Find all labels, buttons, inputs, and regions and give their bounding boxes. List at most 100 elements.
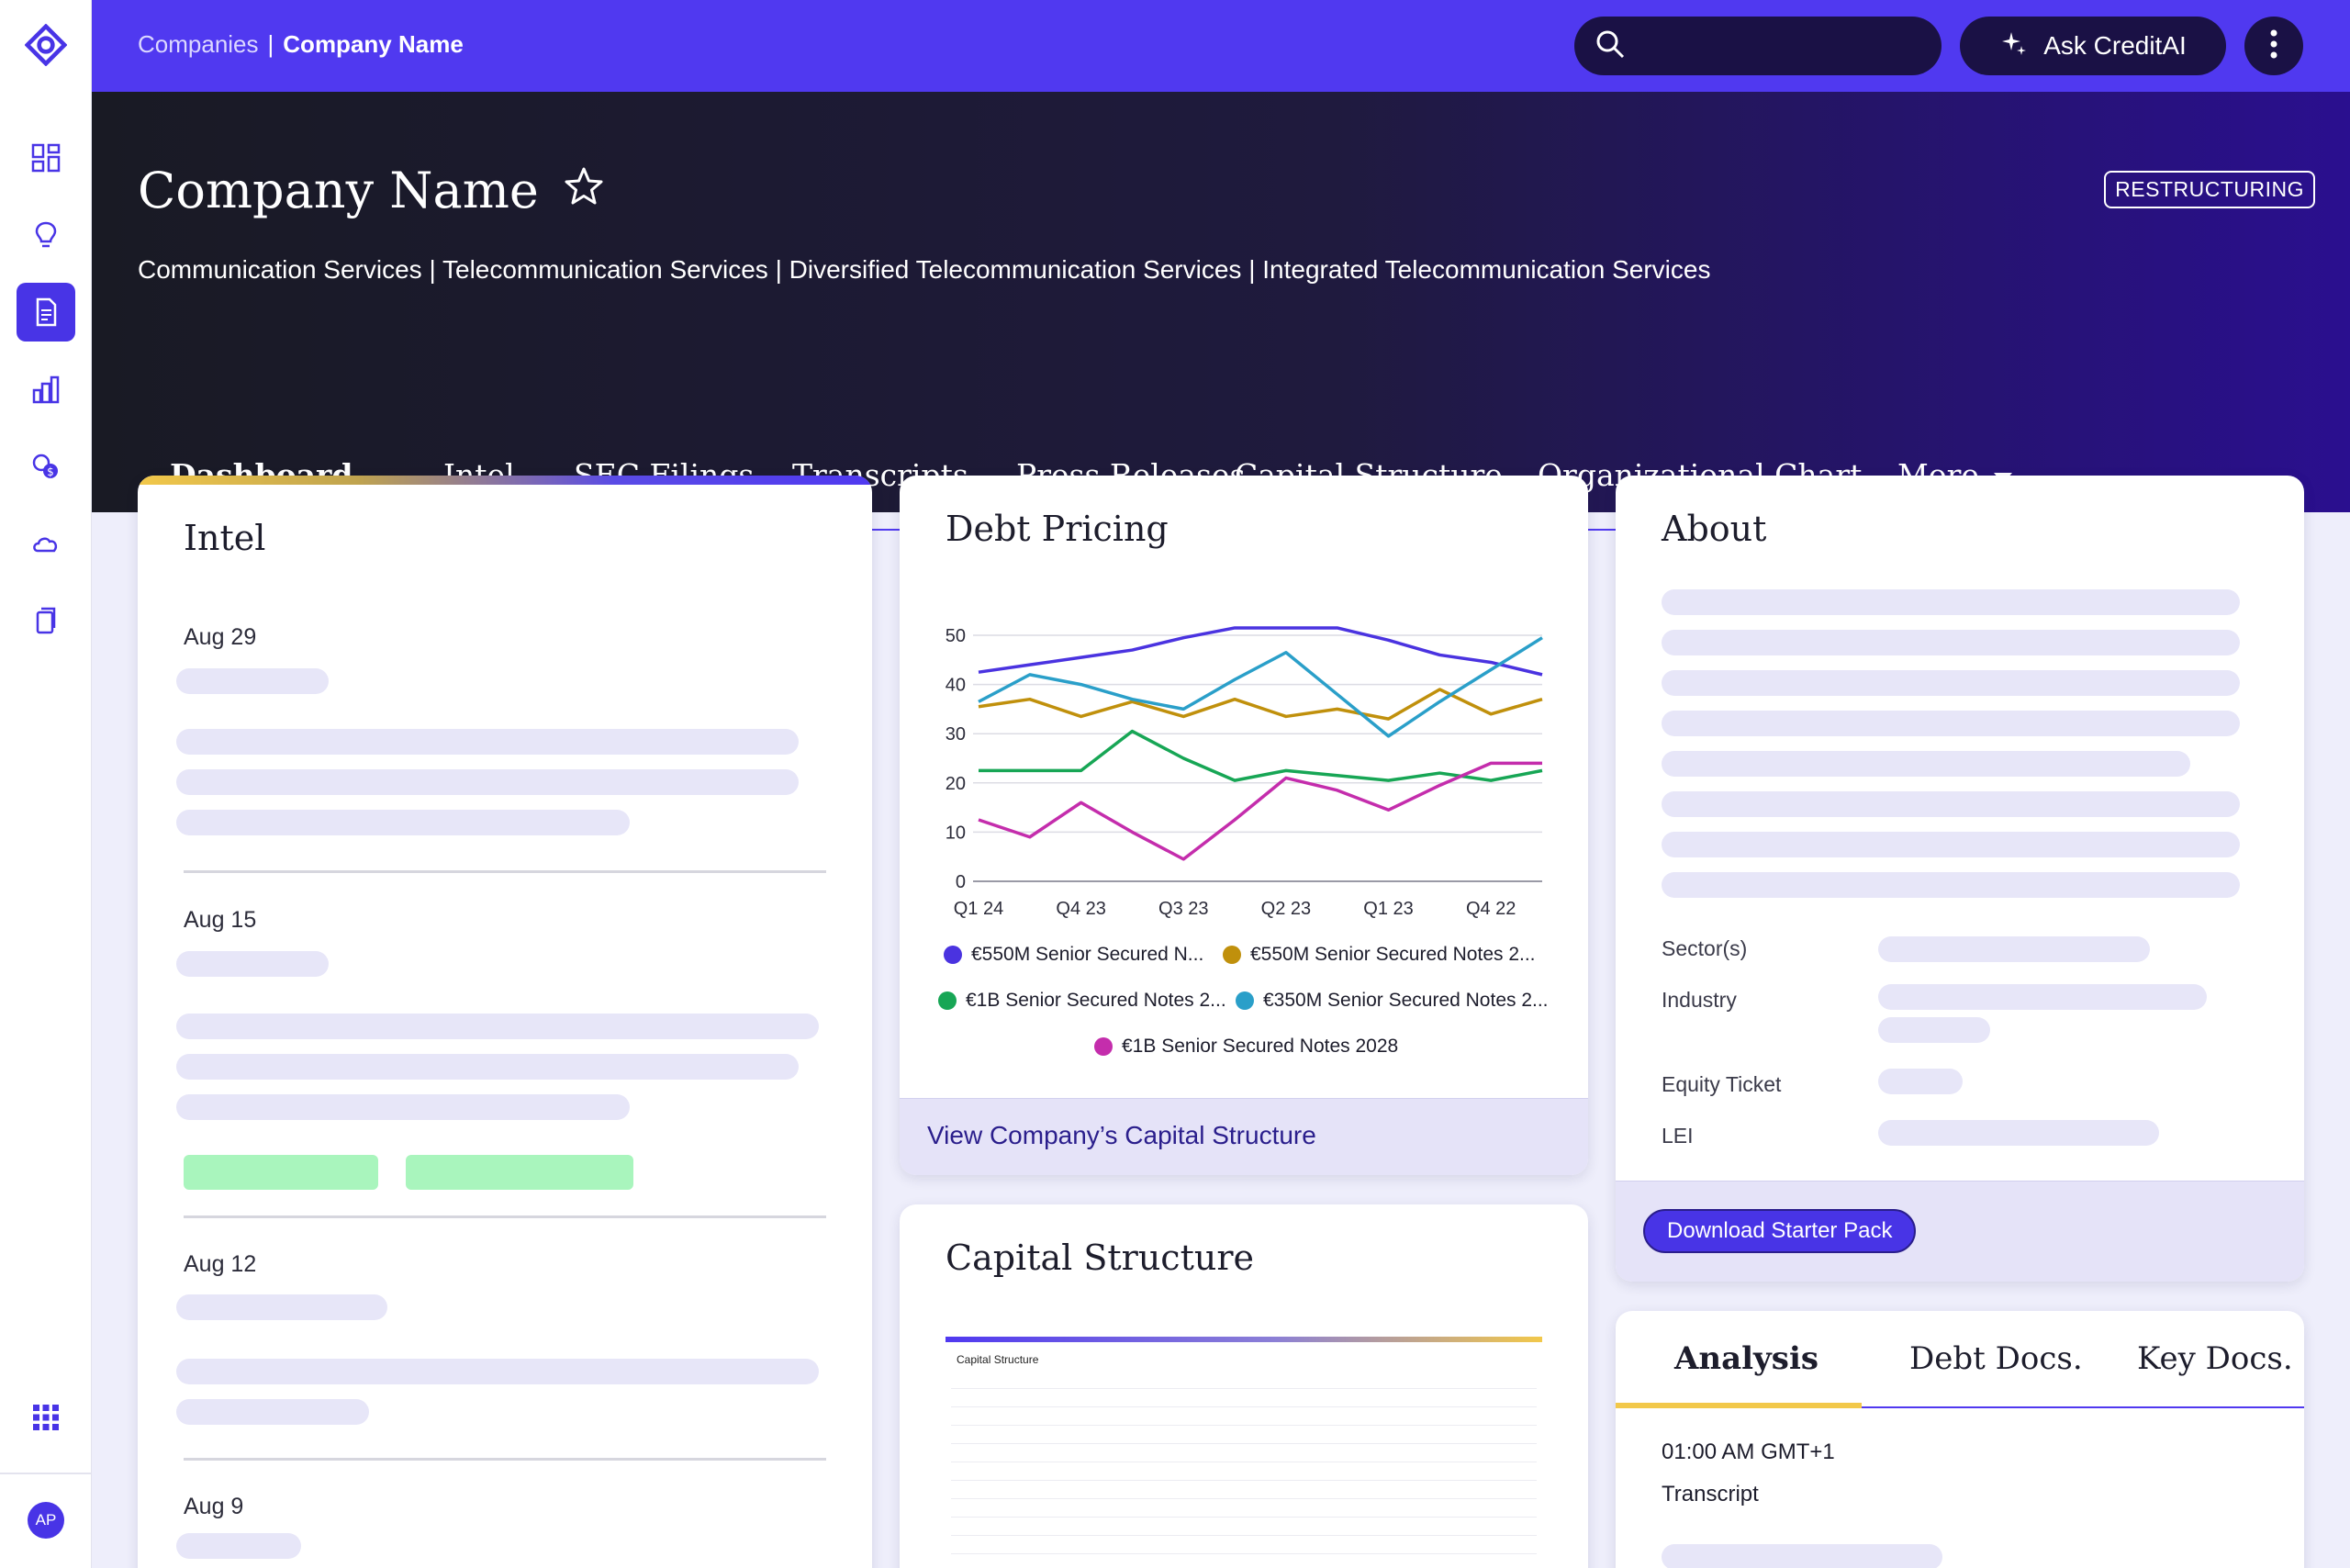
y-tick-label: 30 [946,724,966,745]
app-logo-icon[interactable] [23,22,69,68]
series-line[interactable] [978,626,1543,677]
buildings-chart-icon[interactable] [17,360,75,419]
skeleton-line [176,668,329,694]
x-tick-label: Q4 23 [1056,899,1105,919]
capital-structure-title: Capital Structure [946,1238,1254,1278]
analysis-tabs-baseline [1616,1406,2304,1408]
tab-analysis[interactable]: Analysis [1674,1340,1819,1377]
skeleton-line [176,1054,799,1080]
search-box[interactable] [1574,17,1942,75]
analysis-time: 01:00 AM GMT+1 [1662,1439,1835,1464]
dashboard-grid-icon[interactable] [17,129,75,187]
sector-label: Sector(s) [1662,936,1748,960]
lei-label: LEI [1662,1124,1694,1148]
skeleton-line [1662,670,2240,696]
y-tick-label: 50 [946,626,966,646]
copy-pages-icon[interactable] [17,591,75,650]
breadcrumb-separator: | [267,30,274,58]
breadcrumb: Companies | Company Name [138,30,464,59]
y-tick-label: 10 [946,823,966,843]
series-line[interactable] [978,636,1543,738]
company-header: Company Name RESTRUCTURING Communication… [92,92,2350,531]
preview-row [951,1480,1537,1481]
more-options-button[interactable] [2244,17,2303,75]
tag-pill[interactable] [406,1155,633,1190]
breadcrumb-current: Company Name [283,30,464,58]
skeleton-line [176,1533,301,1559]
skeleton-line [1662,872,2240,898]
legend-item[interactable]: €1B Senior Secured Notes 2028 [1094,1036,1398,1058]
intel-date: Aug 12 [184,1251,257,1277]
skeleton-line [1878,936,2150,962]
preview-row [951,1388,1537,1389]
legend-item[interactable]: €350M Senior Secured Notes 2... [1236,990,1549,1012]
about-card: About Sector(s) Industry Equity Ticket L… [1616,476,2304,1282]
series-line[interactable] [978,761,1542,861]
sparkle-icon [1999,29,2027,63]
legend-dot [1094,1037,1113,1056]
breadcrumb-root[interactable]: Companies [138,30,259,58]
series-line[interactable] [979,729,1543,782]
analysis-active-indicator [1616,1403,1862,1408]
skeleton-line [176,1359,819,1384]
skeleton-line [176,1294,387,1320]
status-badge: RESTRUCTURING [2104,171,2315,208]
skeleton-line [176,729,799,755]
intel-date: Aug 29 [184,624,257,650]
preview-row [951,1406,1537,1407]
search-input[interactable] [1637,33,1930,59]
divider [184,1215,826,1218]
legend-label: €1B Senior Secured Notes 2... [966,990,1226,1011]
series-line[interactable] [978,688,1543,721]
skeleton-line [176,951,329,977]
apps-grid-icon[interactable] [17,1388,75,1447]
coins-dollar-icon[interactable]: $ [17,437,75,496]
equity-ticket-label: Equity Ticket [1662,1072,1782,1096]
legend-item[interactable]: €550M Senior Secured N... [944,944,1203,966]
legend-item[interactable]: €1B Senior Secured Notes 2... [938,990,1226,1012]
legend-item[interactable]: €550M Senior Secured Notes 2... [1223,944,1536,966]
preview-row [951,1517,1537,1518]
y-tick-label: 20 [946,774,966,794]
skeleton-line [176,810,630,835]
legend-dot [944,946,962,964]
sidebar: $ AP [0,0,92,1568]
skeleton-line [1662,1544,1942,1568]
skeleton-line [1662,751,2190,777]
ask-creditai-button[interactable]: Ask CreditAI [1960,17,2226,75]
skeleton-line [1662,711,2240,736]
favorite-star-icon[interactable] [563,162,605,219]
intel-title: Intel [184,518,266,558]
intel-card: Intel Aug 29 Aug 15 Aug 12 Aug 9 [138,476,872,1568]
legend-label: €550M Senior Secured Notes 2... [1250,944,1536,965]
view-capital-structure-link[interactable]: View Company’s Capital Structure [927,1121,1316,1149]
tab-key-docs[interactable]: Key Docs. [2137,1340,2293,1377]
debt-pricing-chart: 0 10 20 30 40 50 Q1 24 Q4 23 Q3 23 Q2 23 Q1 23 Q4 2… [946,626,1543,919]
legend-label: €1B Senior Secured Notes 2028 [1122,1036,1399,1057]
legend-dot [1236,991,1254,1010]
sector-breadcrumb: Communication Services | Telecommunicati… [138,255,1711,284]
document-icon[interactable] [17,283,75,342]
x-tick-label: Q4 22 [1466,899,1516,919]
download-starter-pack-button[interactable]: Download Starter Pack [1643,1209,1917,1253]
avatar[interactable]: AP [28,1502,64,1539]
skeleton-line [1878,1120,2159,1146]
legend-label: €350M Senior Secured Notes 2... [1263,990,1549,1011]
skeleton-line [1878,1017,1990,1043]
preview-title: Capital Structure [957,1353,1039,1366]
cloud-icon[interactable] [17,514,75,573]
preview-row [951,1553,1537,1554]
tab-debt-docs[interactable]: Debt Docs. [1909,1340,2083,1377]
company-title-row: Company Name [138,162,605,219]
tag-pill[interactable] [184,1155,378,1190]
x-tick-label: Q3 23 [1158,899,1208,919]
top-bar: Companies | Company Name Ask CreditAI [92,0,2350,92]
lightbulb-icon[interactable] [17,206,75,264]
skeleton-line [1878,984,2207,1010]
capital-structure-table-preview[interactable]: Capital Structure [946,1337,1542,1568]
preview-row [951,1425,1537,1426]
debt-pricing-card: Debt Pricing 0 10 20 30 40 50 Q1 24 Q4 23 Q3 23 Q… [900,476,1588,1175]
preview-row [951,1443,1537,1444]
skeleton-line [176,769,799,795]
divider [184,1458,826,1461]
